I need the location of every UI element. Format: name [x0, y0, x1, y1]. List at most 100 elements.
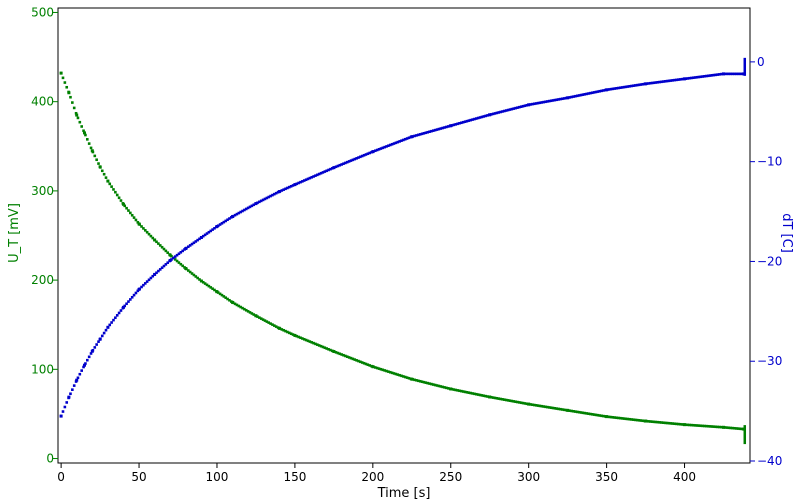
- data-point: [736, 72, 740, 76]
- data-point: [551, 406, 555, 410]
- data-point: [480, 115, 484, 119]
- data-point: [656, 80, 660, 84]
- data-point: [106, 179, 110, 183]
- data-point: [415, 379, 418, 382]
- data-point: [329, 348, 332, 352]
- data-point: [158, 244, 162, 247]
- data-point: [570, 95, 573, 99]
- data-point: [74, 111, 78, 115]
- data-point: [364, 362, 368, 366]
- data-point: [132, 293, 136, 297]
- data-point: [506, 399, 510, 402]
- data-point: [222, 220, 226, 224]
- data-point: [708, 74, 712, 77]
- x-tick-label: 150: [283, 470, 306, 484]
- data-point: [605, 415, 609, 419]
- data-point: [248, 205, 252, 209]
- data-point: [172, 256, 175, 260]
- data-point: [613, 87, 617, 90]
- data-point: [660, 421, 663, 424]
- data-point: [559, 407, 562, 411]
- data-point: [392, 372, 396, 375]
- data-point: [564, 96, 568, 100]
- data-point: [590, 413, 594, 416]
- data-point: [327, 348, 330, 351]
- y-left-axis-label: U_T [mV]: [7, 203, 22, 263]
- data-point: [153, 238, 157, 242]
- data-point: [553, 407, 557, 410]
- data-point: [130, 213, 134, 217]
- data-point: [115, 193, 119, 197]
- data-point: [259, 317, 263, 320]
- data-point: [132, 216, 136, 219]
- data-point: [413, 134, 416, 138]
- data-point: [525, 402, 529, 406]
- data-point: [179, 251, 183, 254]
- data-point: [299, 336, 302, 340]
- data-point: [301, 180, 304, 183]
- data-point: [469, 118, 473, 122]
- data-point: [211, 228, 214, 231]
- data-point: [665, 79, 669, 83]
- data-point: [158, 268, 162, 271]
- data-point: [209, 229, 213, 233]
- data-point: [231, 215, 235, 219]
- data-point: [235, 303, 239, 307]
- data-point: [458, 389, 461, 393]
- data-point: [157, 269, 160, 273]
- data-point: [437, 384, 441, 388]
- data-point: [377, 147, 381, 151]
- data-point: [465, 390, 469, 394]
- data-point: [620, 417, 624, 420]
- data-point: [720, 425, 723, 429]
- data-point: [683, 77, 687, 81]
- data-point: [449, 387, 453, 391]
- data-point: [89, 146, 93, 150]
- data-point: [142, 227, 145, 230]
- data-point: [84, 362, 87, 365]
- data-point: [626, 417, 630, 421]
- data-point: [551, 99, 555, 102]
- data-point: [577, 410, 581, 414]
- data-point: [424, 131, 428, 135]
- data-point: [385, 145, 388, 148]
- data-point: [256, 315, 259, 318]
- data-point: [338, 163, 342, 167]
- data-point: [619, 86, 622, 90]
- data-point: [379, 367, 383, 371]
- data-point: [321, 345, 325, 349]
- data-point: [615, 86, 618, 90]
- data-point: [628, 84, 631, 88]
- data-point: [119, 199, 123, 202]
- data-point: [521, 401, 525, 405]
- data-point: [252, 203, 256, 207]
- data-point: [493, 396, 497, 400]
- data-point: [297, 181, 300, 185]
- data-point: [615, 416, 618, 420]
- data-point: [667, 421, 671, 425]
- data-point: [317, 344, 321, 347]
- data-point: [546, 100, 549, 103]
- data-point: [244, 308, 248, 312]
- data-point: [90, 149, 94, 153]
- data-point: [286, 330, 289, 334]
- data-point: [669, 422, 673, 425]
- data-point: [650, 81, 654, 85]
- data-point: [518, 401, 521, 404]
- data-point: [151, 274, 155, 278]
- data-point: [100, 169, 104, 173]
- data-point: [403, 375, 407, 379]
- data-point: [121, 202, 125, 206]
- data-point: [375, 366, 379, 370]
- data-point: [353, 358, 357, 361]
- data-point: [410, 377, 414, 381]
- data-point: [263, 319, 267, 322]
- data-point: [480, 394, 484, 397]
- data-point: [667, 79, 671, 83]
- data-point: [437, 127, 441, 131]
- data-point: [63, 81, 67, 84]
- data-point: [469, 391, 473, 395]
- data-point: [102, 331, 106, 335]
- data-point: [729, 72, 732, 76]
- data-point: [508, 399, 512, 402]
